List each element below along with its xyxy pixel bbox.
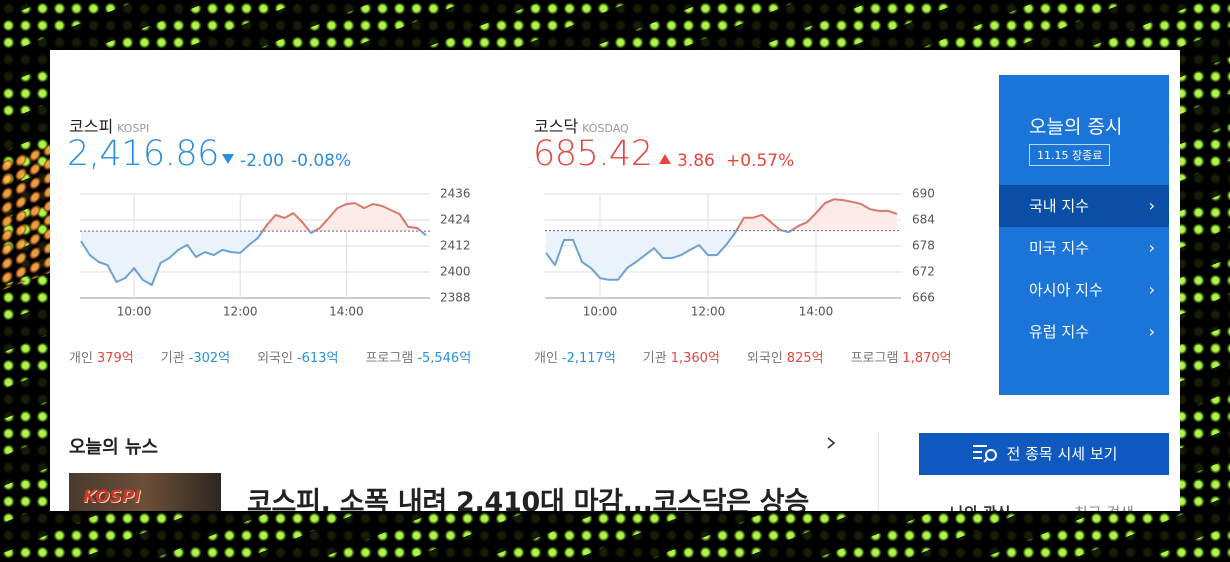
investor: 개인 -2,117억	[534, 347, 616, 366]
y-tick-label: 2424	[440, 213, 471, 227]
investor-label: 개인	[69, 351, 93, 366]
investor: 개인 379억	[69, 347, 134, 366]
news-title: 오늘의 뉴스	[69, 437, 159, 458]
investor-value: 1,870억	[902, 351, 952, 366]
investor: 외국인 825억	[747, 347, 824, 366]
y-tick-label: 684	[912, 213, 935, 227]
investor-value: 379억	[96, 351, 134, 366]
chevron: ›	[1148, 196, 1155, 215]
menu-label: 국내 지수	[1029, 197, 1089, 215]
divider	[878, 432, 879, 511]
investor-label: 기관	[642, 351, 667, 366]
button-label: 전 종목 시세 보기	[1006, 445, 1118, 463]
x-tick-label: 14:00	[329, 305, 364, 319]
investor: 프로그램 -5,546억	[365, 347, 471, 366]
price-line	[80, 202, 427, 286]
index-chart: 666 672 678 684 690 10:00 12:00 14:00	[545, 187, 935, 319]
investor-value: 825억	[786, 351, 824, 366]
investor-label: 외국인	[746, 351, 783, 366]
list-search-icon	[972, 445, 997, 463]
area	[546, 199, 897, 280]
index-name-text: 코스피	[69, 117, 114, 136]
direction-arrow	[659, 154, 671, 164]
x-tick-label: 14:00	[799, 305, 834, 319]
menu-label: 유럽 지수	[1029, 323, 1089, 341]
investor-value: -2,117억	[561, 351, 616, 366]
news-thumbnail[interactable]: KOSPI	[69, 473, 221, 511]
x-tick-label: 10:00	[117, 305, 152, 319]
news-headline[interactable]: 코스피, 소폭 내려 2,410대 마감...코스닥은 상승	[247, 487, 809, 511]
menu-item[interactable]: 유럽 지수 ›	[999, 311, 1169, 353]
y-tick-label: 666	[912, 291, 935, 305]
index-change: 3.86	[659, 151, 715, 171]
index-chart: 2388 2400 2412 2424 2436 10:00 12:00 14:00	[80, 187, 471, 319]
tab[interactable]: 나의 관심	[950, 502, 1010, 511]
investor-label: 개인	[534, 351, 558, 366]
change-text: 3.86	[677, 151, 715, 171]
investor: 기관 -302억	[161, 347, 230, 366]
sidebar-title: 오늘의 증시	[1029, 116, 1123, 138]
index-value: 685.42	[533, 134, 653, 174]
tab[interactable]: 최근 검색	[1074, 502, 1134, 511]
investor-value: -302억	[188, 351, 231, 366]
index-code: KOSPI	[117, 122, 150, 135]
menu-item[interactable]: 아시아 지수 ›	[999, 269, 1169, 311]
investor: 외국인 -613억	[257, 347, 338, 366]
index-change-percent: -0.08%	[291, 151, 352, 171]
y-tick-label: 2412	[440, 239, 471, 253]
news-more[interactable]	[825, 435, 837, 451]
market-panel: 코스피 KOSPI 2,416.86 -2.00 -0.08% 2388 2400 2…	[50, 50, 1180, 511]
date-badge: 11.15 장종료	[1029, 144, 1111, 166]
investor: 프로그램 1,870억	[851, 347, 952, 366]
index-code: KOSDAQ	[582, 122, 629, 135]
investor-value: 1,360억	[670, 351, 720, 366]
y-tick-label: 2388	[440, 291, 471, 305]
investor-value: -5,546억	[417, 351, 472, 366]
index-name-text: 코스닥	[534, 117, 579, 136]
change-text: -2.00	[240, 151, 284, 171]
index-change: -2.00	[222, 151, 284, 171]
menu-label: 아시아 지수	[1029, 281, 1103, 299]
index-name: 코스피 KOSPI	[69, 113, 149, 137]
index-name: 코스닥 KOSDAQ	[534, 113, 629, 137]
investor: 기관 1,360억	[643, 347, 720, 366]
area	[81, 203, 426, 285]
price-line	[545, 198, 898, 281]
y-tick-label: 690	[912, 187, 935, 201]
chevron: ›	[1148, 322, 1155, 341]
y-tick-label: 2436	[440, 187, 471, 201]
investor-label: 외국인	[257, 351, 293, 366]
chevron: ›	[1148, 238, 1155, 257]
chevron: ›	[1148, 280, 1155, 299]
investor-label: 프로그램	[365, 351, 414, 366]
market-sidebar: 오늘의 증시 11.15 장종료 국내 지수 › 미국 지수 › 아시아 지수 › 유럽 지…	[999, 75, 1169, 395]
all-quotes-button[interactable]: 전 종목 시세 보기	[919, 433, 1169, 475]
y-tick-label: 672	[912, 265, 935, 279]
investor-value: -613억	[296, 351, 339, 366]
direction-arrow	[222, 154, 234, 164]
investor-row: 개인 -2,117억 기관 1,360억 외국인 825억 프로그램 1,870억	[534, 347, 952, 366]
y-tick-label: 2400	[440, 265, 471, 279]
x-tick-label: 10:00	[583, 305, 618, 319]
investor-label: 프로그램	[850, 351, 899, 366]
investor-row: 개인 379억 기관 -302억 외국인 -613억 프로그램 -5,546억	[69, 347, 471, 366]
menu-item[interactable]: 국내 지수 ›	[999, 185, 1169, 227]
menu-label: 미국 지수	[1029, 239, 1089, 257]
menu-item[interactable]: 미국 지수 ›	[999, 227, 1169, 269]
index-value: 2,416.86	[67, 134, 219, 174]
index-change-percent: +0.57%	[726, 151, 795, 171]
x-tick-label: 12:00	[691, 305, 726, 319]
investor-label: 기관	[160, 351, 185, 366]
y-tick-label: 678	[912, 239, 935, 253]
thumbnail-label: KOSPI	[83, 487, 141, 507]
x-tick-label: 12:00	[223, 305, 258, 319]
